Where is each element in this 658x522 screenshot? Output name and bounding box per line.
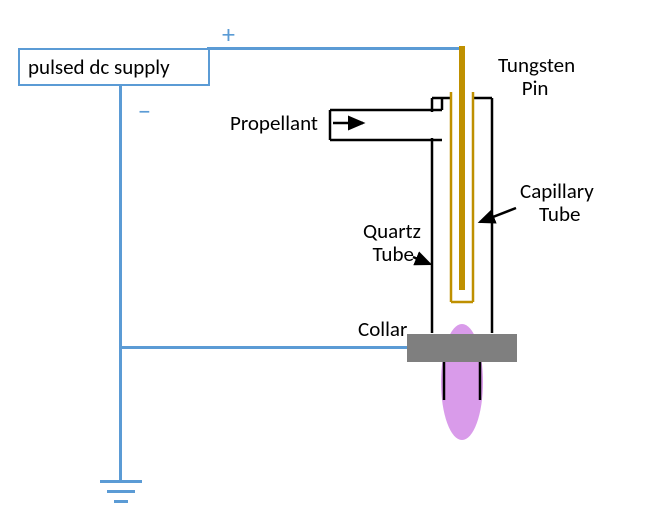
plasma-plume: [441, 324, 483, 440]
capillary-label: Capillary Tube: [520, 180, 594, 226]
tungsten-pin: [459, 46, 465, 290]
ground-bar-1: [100, 480, 142, 483]
quartz-tube: [432, 98, 492, 400]
capillary-tube: [451, 92, 473, 302]
wire-top: [207, 47, 462, 50]
collar-label: Collar: [358, 318, 407, 341]
supply-box: pulsed dc supply: [18, 48, 210, 86]
ground-bar-3: [114, 500, 128, 503]
collar: [407, 334, 517, 362]
quartz-label: Quartz Tube: [363, 220, 421, 266]
wire-to-collar: [120, 346, 407, 349]
propellant-tube: [330, 98, 442, 140]
ground-bar-2: [107, 490, 135, 493]
tungsten-label: Tungsten Pin: [498, 54, 575, 100]
plus-sign: +: [222, 18, 235, 50]
wire-left: [119, 84, 122, 480]
minus-sign: −: [138, 95, 151, 127]
capillary-arrow: [480, 208, 516, 222]
propellant-label: Propellant: [230, 112, 318, 135]
